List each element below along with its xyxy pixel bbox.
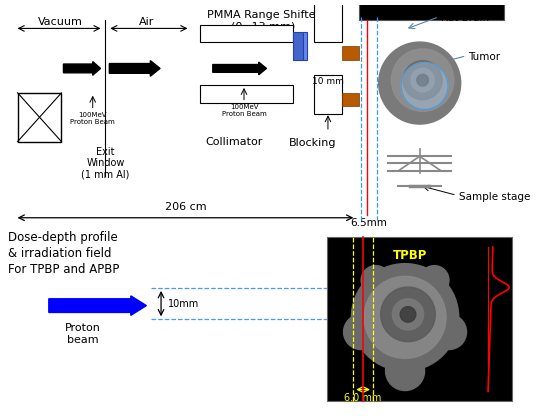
Text: TPBP: TPBP	[393, 249, 427, 262]
Circle shape	[392, 299, 424, 330]
Circle shape	[381, 287, 435, 342]
Text: Tumor: Tumor	[468, 52, 500, 62]
Text: Rat Brain: Rat Brain	[441, 13, 489, 23]
Text: Vacuum: Vacuum	[38, 17, 83, 27]
Circle shape	[417, 74, 429, 86]
Bar	[342, 46, 359, 59]
Text: 6.0 mm: 6.0 mm	[344, 394, 382, 404]
Circle shape	[361, 265, 391, 295]
Text: APBP: APBP	[387, 272, 423, 285]
Text: Blocking: Blocking	[288, 138, 336, 148]
Text: 100MeV
Proton Beam: 100MeV Proton Beam	[221, 104, 267, 116]
Text: & irradiation field: & irradiation field	[8, 247, 112, 260]
Circle shape	[411, 68, 434, 92]
Text: Dose-depth profile: Dose-depth profile	[8, 231, 118, 245]
FancyArrow shape	[49, 296, 146, 315]
Text: Exit
Window
(1 mm Al): Exit Window (1 mm Al)	[81, 146, 129, 180]
Text: 6.5mm: 6.5mm	[350, 218, 387, 228]
Bar	[17, 93, 61, 141]
Bar	[342, 93, 359, 106]
Text: Air: Air	[139, 17, 154, 27]
FancyArrow shape	[109, 61, 160, 76]
Circle shape	[351, 264, 459, 371]
Circle shape	[400, 307, 416, 322]
Bar	[302, 32, 307, 59]
Bar	[327, 237, 512, 401]
Bar	[200, 85, 293, 103]
Circle shape	[403, 61, 442, 100]
Text: PMMA Range Shifter
(0~13 mm): PMMA Range Shifter (0~13 mm)	[207, 10, 320, 32]
FancyArrow shape	[213, 62, 267, 75]
Text: 10 mm: 10 mm	[312, 77, 344, 86]
Circle shape	[391, 49, 454, 111]
Circle shape	[379, 42, 461, 124]
Text: For TPBP and APBP: For TPBP and APBP	[8, 262, 119, 276]
Text: 206 cm: 206 cm	[165, 202, 206, 212]
Circle shape	[364, 276, 446, 358]
Text: Sample stage: Sample stage	[459, 192, 530, 202]
Text: Collimator: Collimator	[206, 137, 263, 147]
Text: Proton
beam: Proton beam	[65, 323, 101, 345]
Bar	[293, 32, 302, 59]
Circle shape	[344, 314, 379, 349]
Bar	[314, 75, 342, 114]
Circle shape	[401, 62, 448, 109]
Text: 10mm: 10mm	[168, 299, 199, 309]
Circle shape	[431, 314, 467, 349]
Circle shape	[420, 265, 449, 295]
Bar	[200, 25, 293, 42]
Bar	[314, 3, 342, 42]
Circle shape	[386, 352, 424, 391]
Bar	[359, 0, 504, 20]
FancyArrow shape	[64, 62, 101, 75]
Text: 100MeV
Proton Beam: 100MeV Proton Beam	[70, 112, 115, 125]
